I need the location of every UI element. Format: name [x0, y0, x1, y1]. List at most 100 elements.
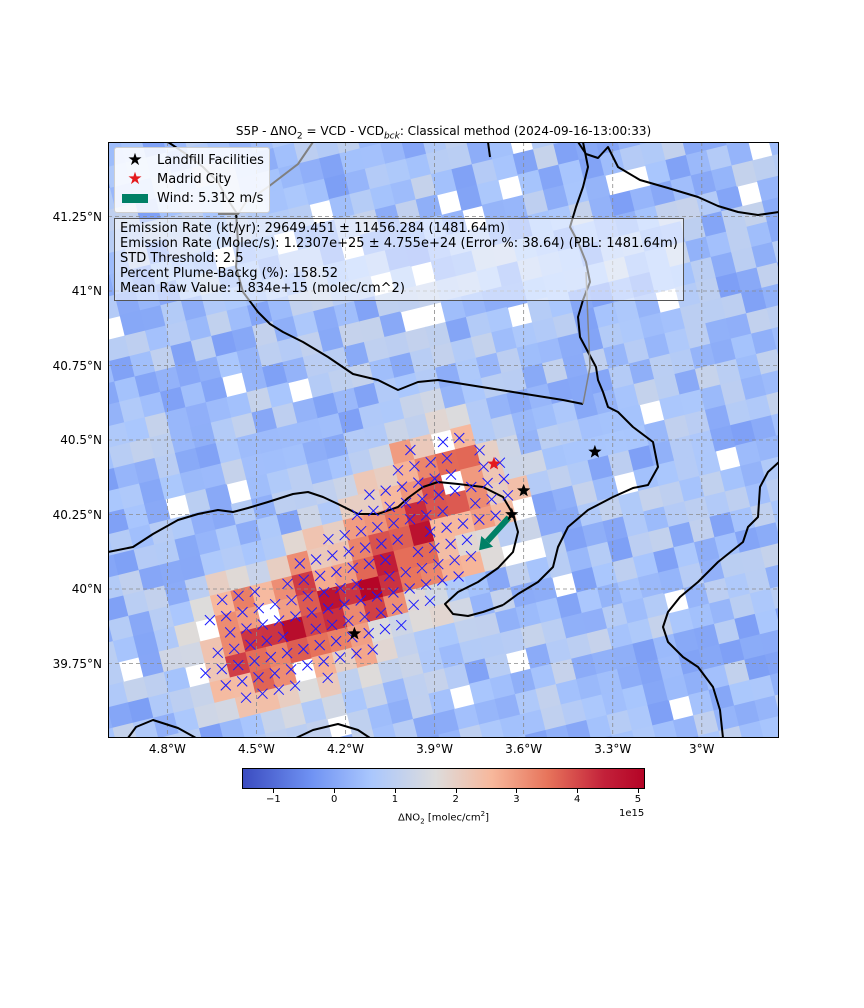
plume-pixel-marker [395, 619, 407, 631]
grid-cell [119, 309, 147, 337]
grid-cell [301, 524, 329, 552]
plume-pixel-marker [375, 607, 387, 619]
grid-cell [517, 169, 545, 197]
colorbar-tick-label: −1 [266, 794, 281, 805]
plume-pixel-marker [298, 574, 310, 586]
grid-cell [297, 417, 324, 445]
grid-cell [347, 535, 375, 562]
plume-pixel-marker [285, 664, 297, 675]
grid-cell [164, 406, 192, 434]
grid-cell [644, 332, 671, 360]
plume-pixel-marker [351, 648, 362, 659]
map-panel[interactable] [108, 142, 779, 738]
grid-cell [178, 727, 206, 738]
plume-pixel-marker [232, 659, 244, 671]
grid-cell [161, 142, 188, 154]
grid-cell [690, 256, 717, 284]
grid-cell [129, 350, 157, 378]
grid-cell [286, 463, 314, 491]
grid-cell [643, 506, 670, 533]
grid-cell [637, 572, 665, 599]
grid-cell [469, 591, 497, 619]
plume-pixel-marker [391, 603, 403, 615]
grid-cell [341, 687, 369, 715]
grid-cell [593, 302, 620, 329]
grid-cell [510, 581, 538, 609]
grid-cell [673, 455, 701, 483]
plume-pixel-marker [474, 444, 485, 456]
grid-cell [313, 142, 341, 160]
landfill-star-marker [588, 444, 602, 458]
plume-pixel-marker [273, 684, 285, 696]
grid-cell [470, 418, 498, 446]
grid-cell [359, 143, 387, 170]
grid-cell [108, 508, 130, 536]
grid-cell [474, 698, 501, 726]
grid-cell [664, 414, 691, 442]
grid-cell [138, 564, 166, 592]
grid-cell [143, 671, 170, 699]
grid-cell [484, 653, 512, 680]
grid-cell [572, 480, 599, 507]
grid-cell [251, 320, 279, 348]
plume-pixel-marker [318, 656, 330, 667]
grid-cell [134, 371, 162, 398]
grid-cell [165, 320, 193, 348]
grid-cell [209, 677, 237, 704]
grid-cell [441, 142, 469, 150]
grid-cell [312, 392, 340, 420]
grid-cell [552, 312, 580, 339]
grid-cell [736, 267, 763, 294]
grid-cell [476, 179, 504, 207]
grid-cell [606, 709, 634, 737]
grid-cell [617, 577, 645, 604]
grid-cell [409, 347, 437, 374]
grid-cell [260, 707, 287, 735]
lon-tick-label: 3.9°W [416, 742, 454, 756]
grid-cell [256, 427, 284, 455]
plume-pixel-marker [289, 680, 301, 692]
grid-cell [470, 505, 497, 532]
grid-cell [659, 394, 686, 421]
boundary-line [487, 142, 491, 158]
grid-cell [596, 582, 624, 609]
map-canvas[interactable] [108, 142, 779, 738]
grid-cell [754, 695, 779, 722]
plume-pixel-marker [429, 473, 441, 484]
grid-cell [159, 386, 187, 414]
grid-cell [333, 387, 360, 415]
red-star-icon: ★ [127, 169, 143, 189]
grid-cell [173, 707, 201, 735]
grid-cell [404, 413, 431, 440]
grid-cell [433, 708, 461, 736]
grid-cell [581, 694, 608, 721]
plume-pixel-marker [286, 594, 297, 606]
grid-cell [112, 722, 140, 738]
grid-cell [728, 679, 756, 707]
plume-pixel-marker [273, 615, 285, 626]
plume-pixel-marker [302, 590, 314, 602]
grid-cell [631, 725, 659, 738]
grid-cell [668, 521, 696, 549]
grid-cell [474, 612, 502, 639]
grid-cell [535, 683, 563, 711]
grid-cell [531, 403, 559, 431]
grid-cell [424, 408, 452, 435]
grid-cell [642, 679, 670, 706]
grid-cell [415, 194, 443, 221]
grid-cell [532, 143, 560, 171]
grid-cell [745, 394, 773, 422]
plume-pixel-marker [424, 595, 436, 607]
grid-cell [499, 627, 527, 655]
grid-cell [633, 465, 660, 493]
grid-cell [586, 628, 614, 655]
grid-cell [159, 559, 186, 587]
colorbar-tick-label: 5 [634, 794, 642, 805]
grid-cell [159, 473, 187, 500]
plume-pixel-marker [392, 464, 404, 476]
grid-cell [500, 454, 528, 482]
grid-cell [597, 409, 625, 436]
grid-cell [261, 448, 289, 475]
grid-cell [683, 496, 711, 523]
grid-cell [265, 728, 292, 738]
